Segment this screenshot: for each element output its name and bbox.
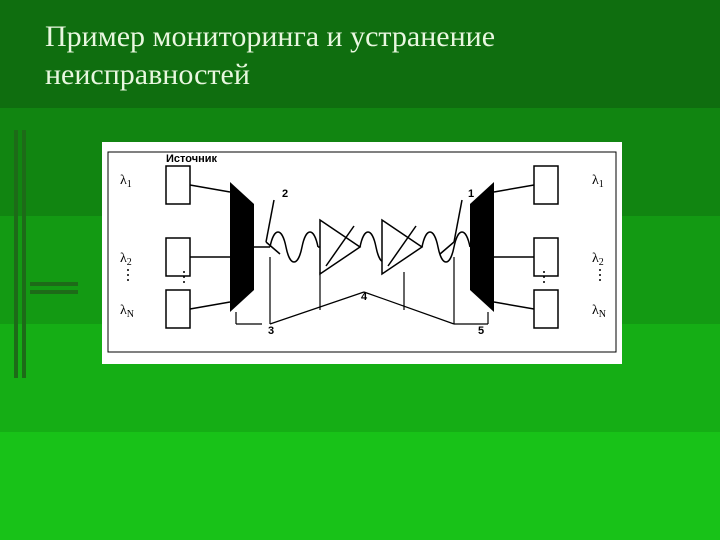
right-r-lambda-1: λ1 <box>592 173 604 190</box>
dest-block-3 <box>534 290 558 328</box>
fiber-segment-6 <box>422 232 470 262</box>
dots-right-blocks <box>543 271 545 273</box>
dots-left-blocks <box>183 281 185 283</box>
wdm-diagram: Источник λ1 λ2 λN λ1 λ2 λN 2 1 3 4 5 <box>102 142 622 364</box>
bg-stripe-5 <box>0 432 720 540</box>
dots-right <box>599 274 601 276</box>
right-r-lambda-2: λ2 <box>592 251 604 268</box>
wire-left-3 <box>190 302 230 309</box>
slide: Пример мониторинга и устранение неисправ… <box>0 0 720 540</box>
inner-border <box>108 152 616 352</box>
slide-title: Пример мониторинга и устранение неисправ… <box>45 18 495 93</box>
node-label-5: 5 <box>478 325 484 337</box>
dots-left-blocks <box>183 271 185 273</box>
source-block-2 <box>166 238 190 276</box>
deco-line <box>14 130 18 378</box>
tap-2-branch <box>266 242 280 254</box>
dots-left <box>127 279 129 281</box>
deco-line <box>22 130 26 378</box>
deco-line <box>30 282 78 286</box>
dots-left <box>127 274 129 276</box>
left-l-lambda-1: λ1 <box>120 173 132 190</box>
dest-block-2 <box>534 238 558 276</box>
fiber-segment-2 <box>270 232 318 262</box>
node-label-3: 3 <box>268 325 274 337</box>
dots-left <box>127 269 129 271</box>
dest-block-1 <box>534 166 558 204</box>
tap-label-2: 2 <box>282 188 288 200</box>
right-r-lambda-n: λN <box>592 303 606 320</box>
tap-1-branch <box>440 242 454 254</box>
multiplexer-left <box>230 182 254 312</box>
dots-right <box>599 279 601 281</box>
source-block-3 <box>166 290 190 328</box>
loop-seg-5 <box>364 292 454 324</box>
dots-right <box>599 269 601 271</box>
left-l-lambda-2: λ2 <box>120 251 132 268</box>
tap-label-1: 1 <box>468 188 474 200</box>
deco-line <box>30 290 78 294</box>
wire-left-1 <box>190 185 230 192</box>
wdm-diagram-svg: Источник λ1 λ2 λN λ1 λ2 λN 2 1 3 4 5 <box>102 142 622 364</box>
source-block-1 <box>166 166 190 204</box>
wire-right-3 <box>494 302 534 309</box>
caption-source: Источник <box>166 153 218 165</box>
wire-right-1 <box>494 185 534 192</box>
node-label-4: 4 <box>361 291 368 303</box>
demultiplexer-right <box>470 182 494 312</box>
dots-right-blocks <box>543 281 545 283</box>
loop-seg-4 <box>270 292 364 324</box>
left-l-lambda-n: λN <box>120 303 134 320</box>
